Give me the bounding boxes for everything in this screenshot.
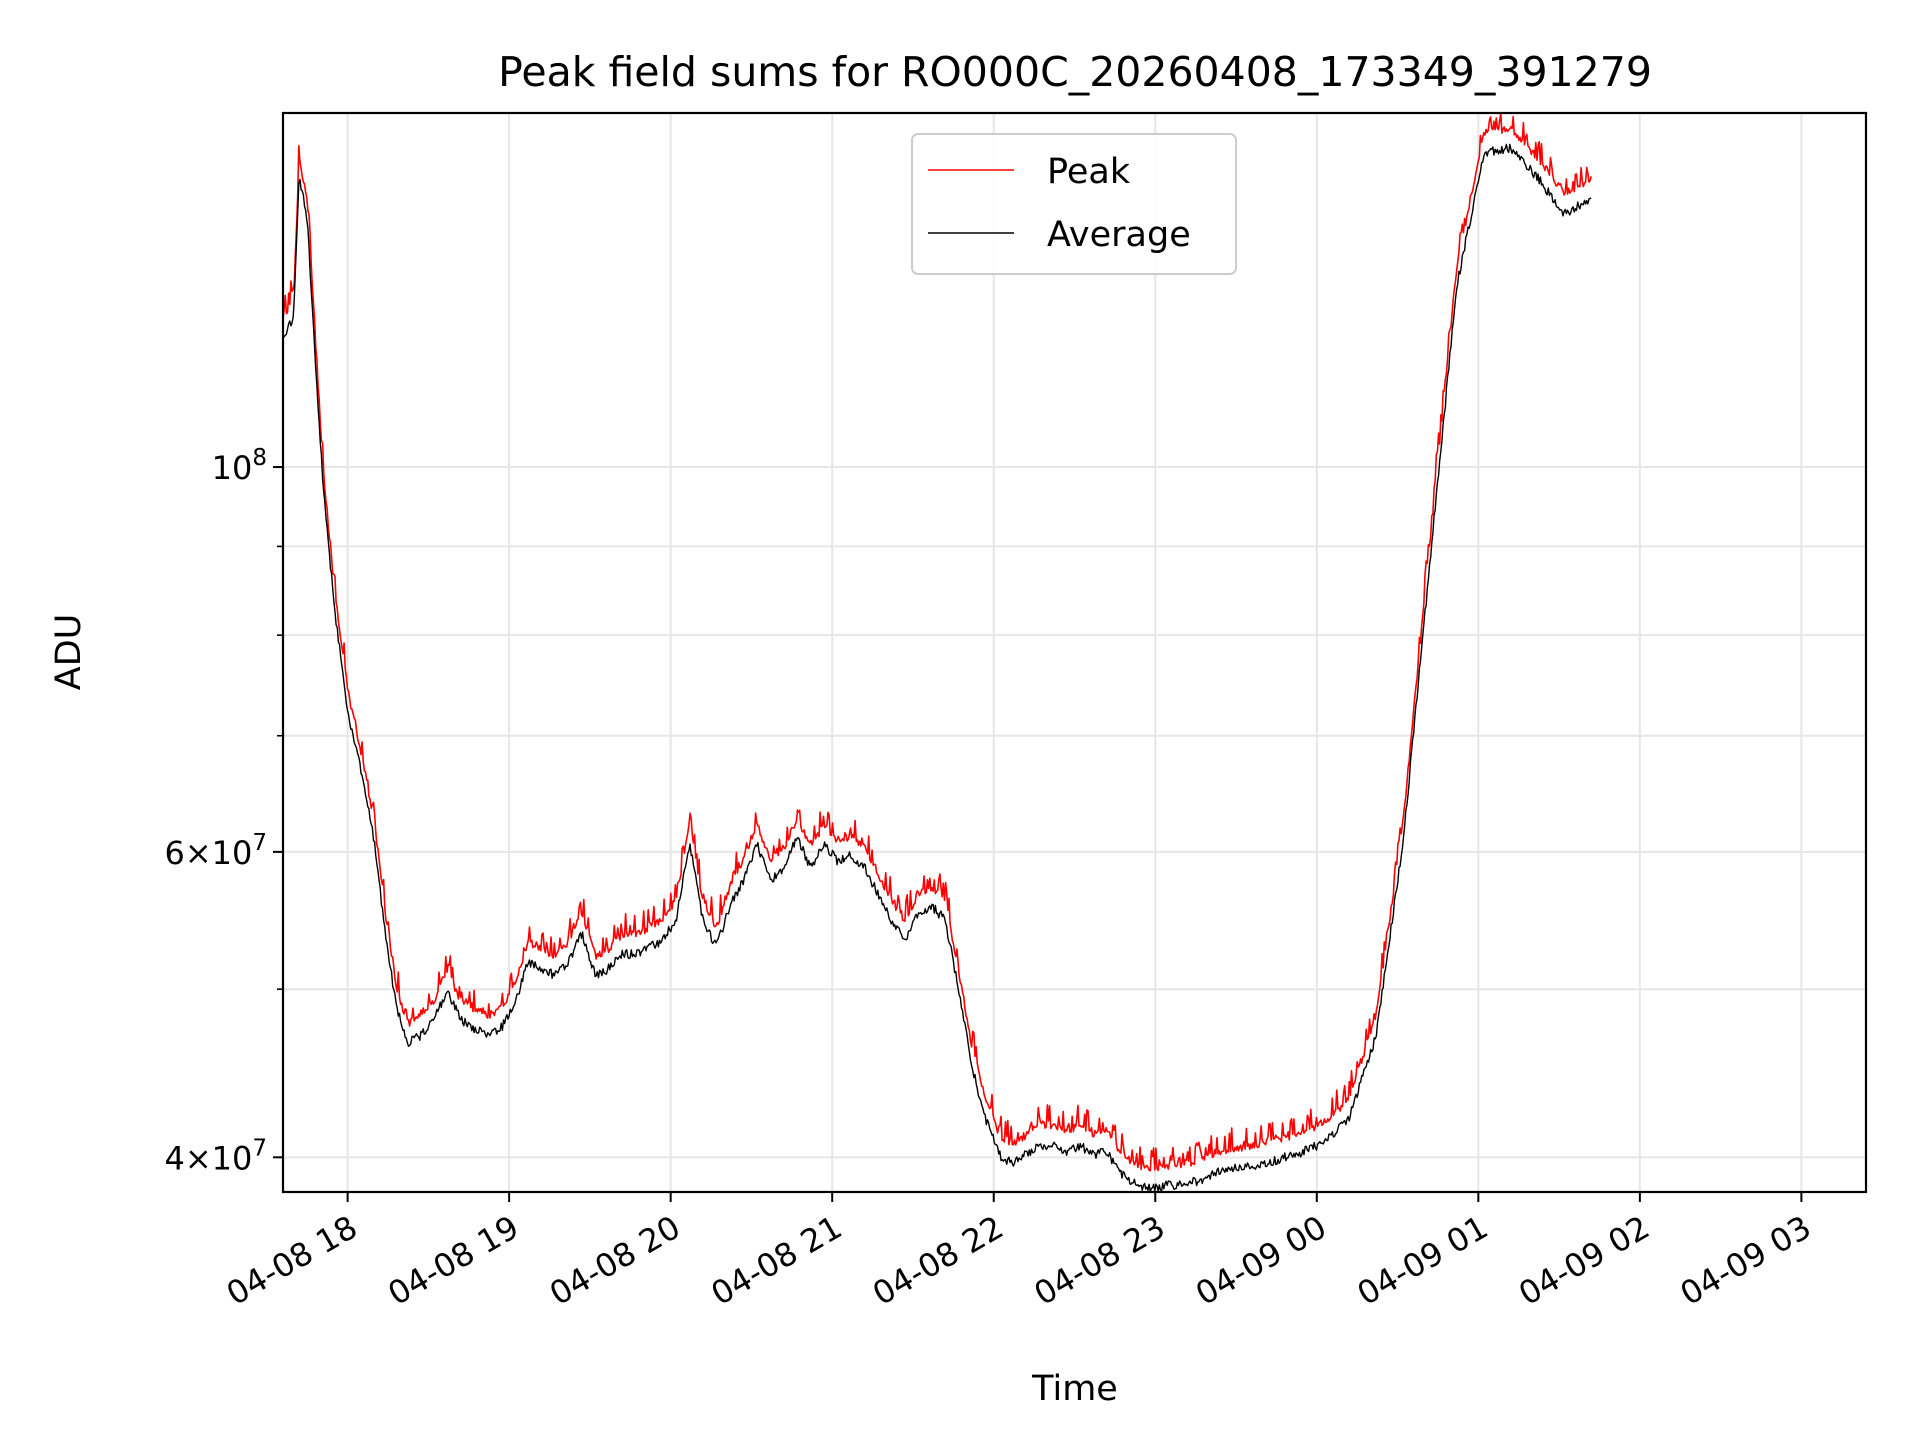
series-layer bbox=[282, 112, 1592, 1193]
series-line-peak bbox=[282, 112, 1592, 1172]
legend-label-peak: Peak bbox=[1047, 152, 1131, 192]
grid bbox=[283, 113, 1866, 1192]
chart-title: Peak field sums for RO000C_20260408_1733… bbox=[498, 48, 1652, 96]
y-tick-label: 6×107 bbox=[164, 830, 267, 872]
legend-label-average: Average bbox=[1047, 215, 1191, 255]
legend-box bbox=[911, 133, 1237, 275]
y-axis-label: ADU bbox=[49, 614, 89, 691]
x-axis-label: Time bbox=[1031, 1369, 1118, 1409]
y-tick-label: 108 bbox=[212, 445, 267, 487]
y-axis: 4×107 6×107 108 bbox=[164, 445, 283, 1177]
series-line-average bbox=[282, 143, 1592, 1193]
legend: Peak Average bbox=[911, 133, 1237, 275]
plot-frame bbox=[281, 111, 1868, 1194]
y-tick-label: 4×107 bbox=[164, 1135, 267, 1177]
